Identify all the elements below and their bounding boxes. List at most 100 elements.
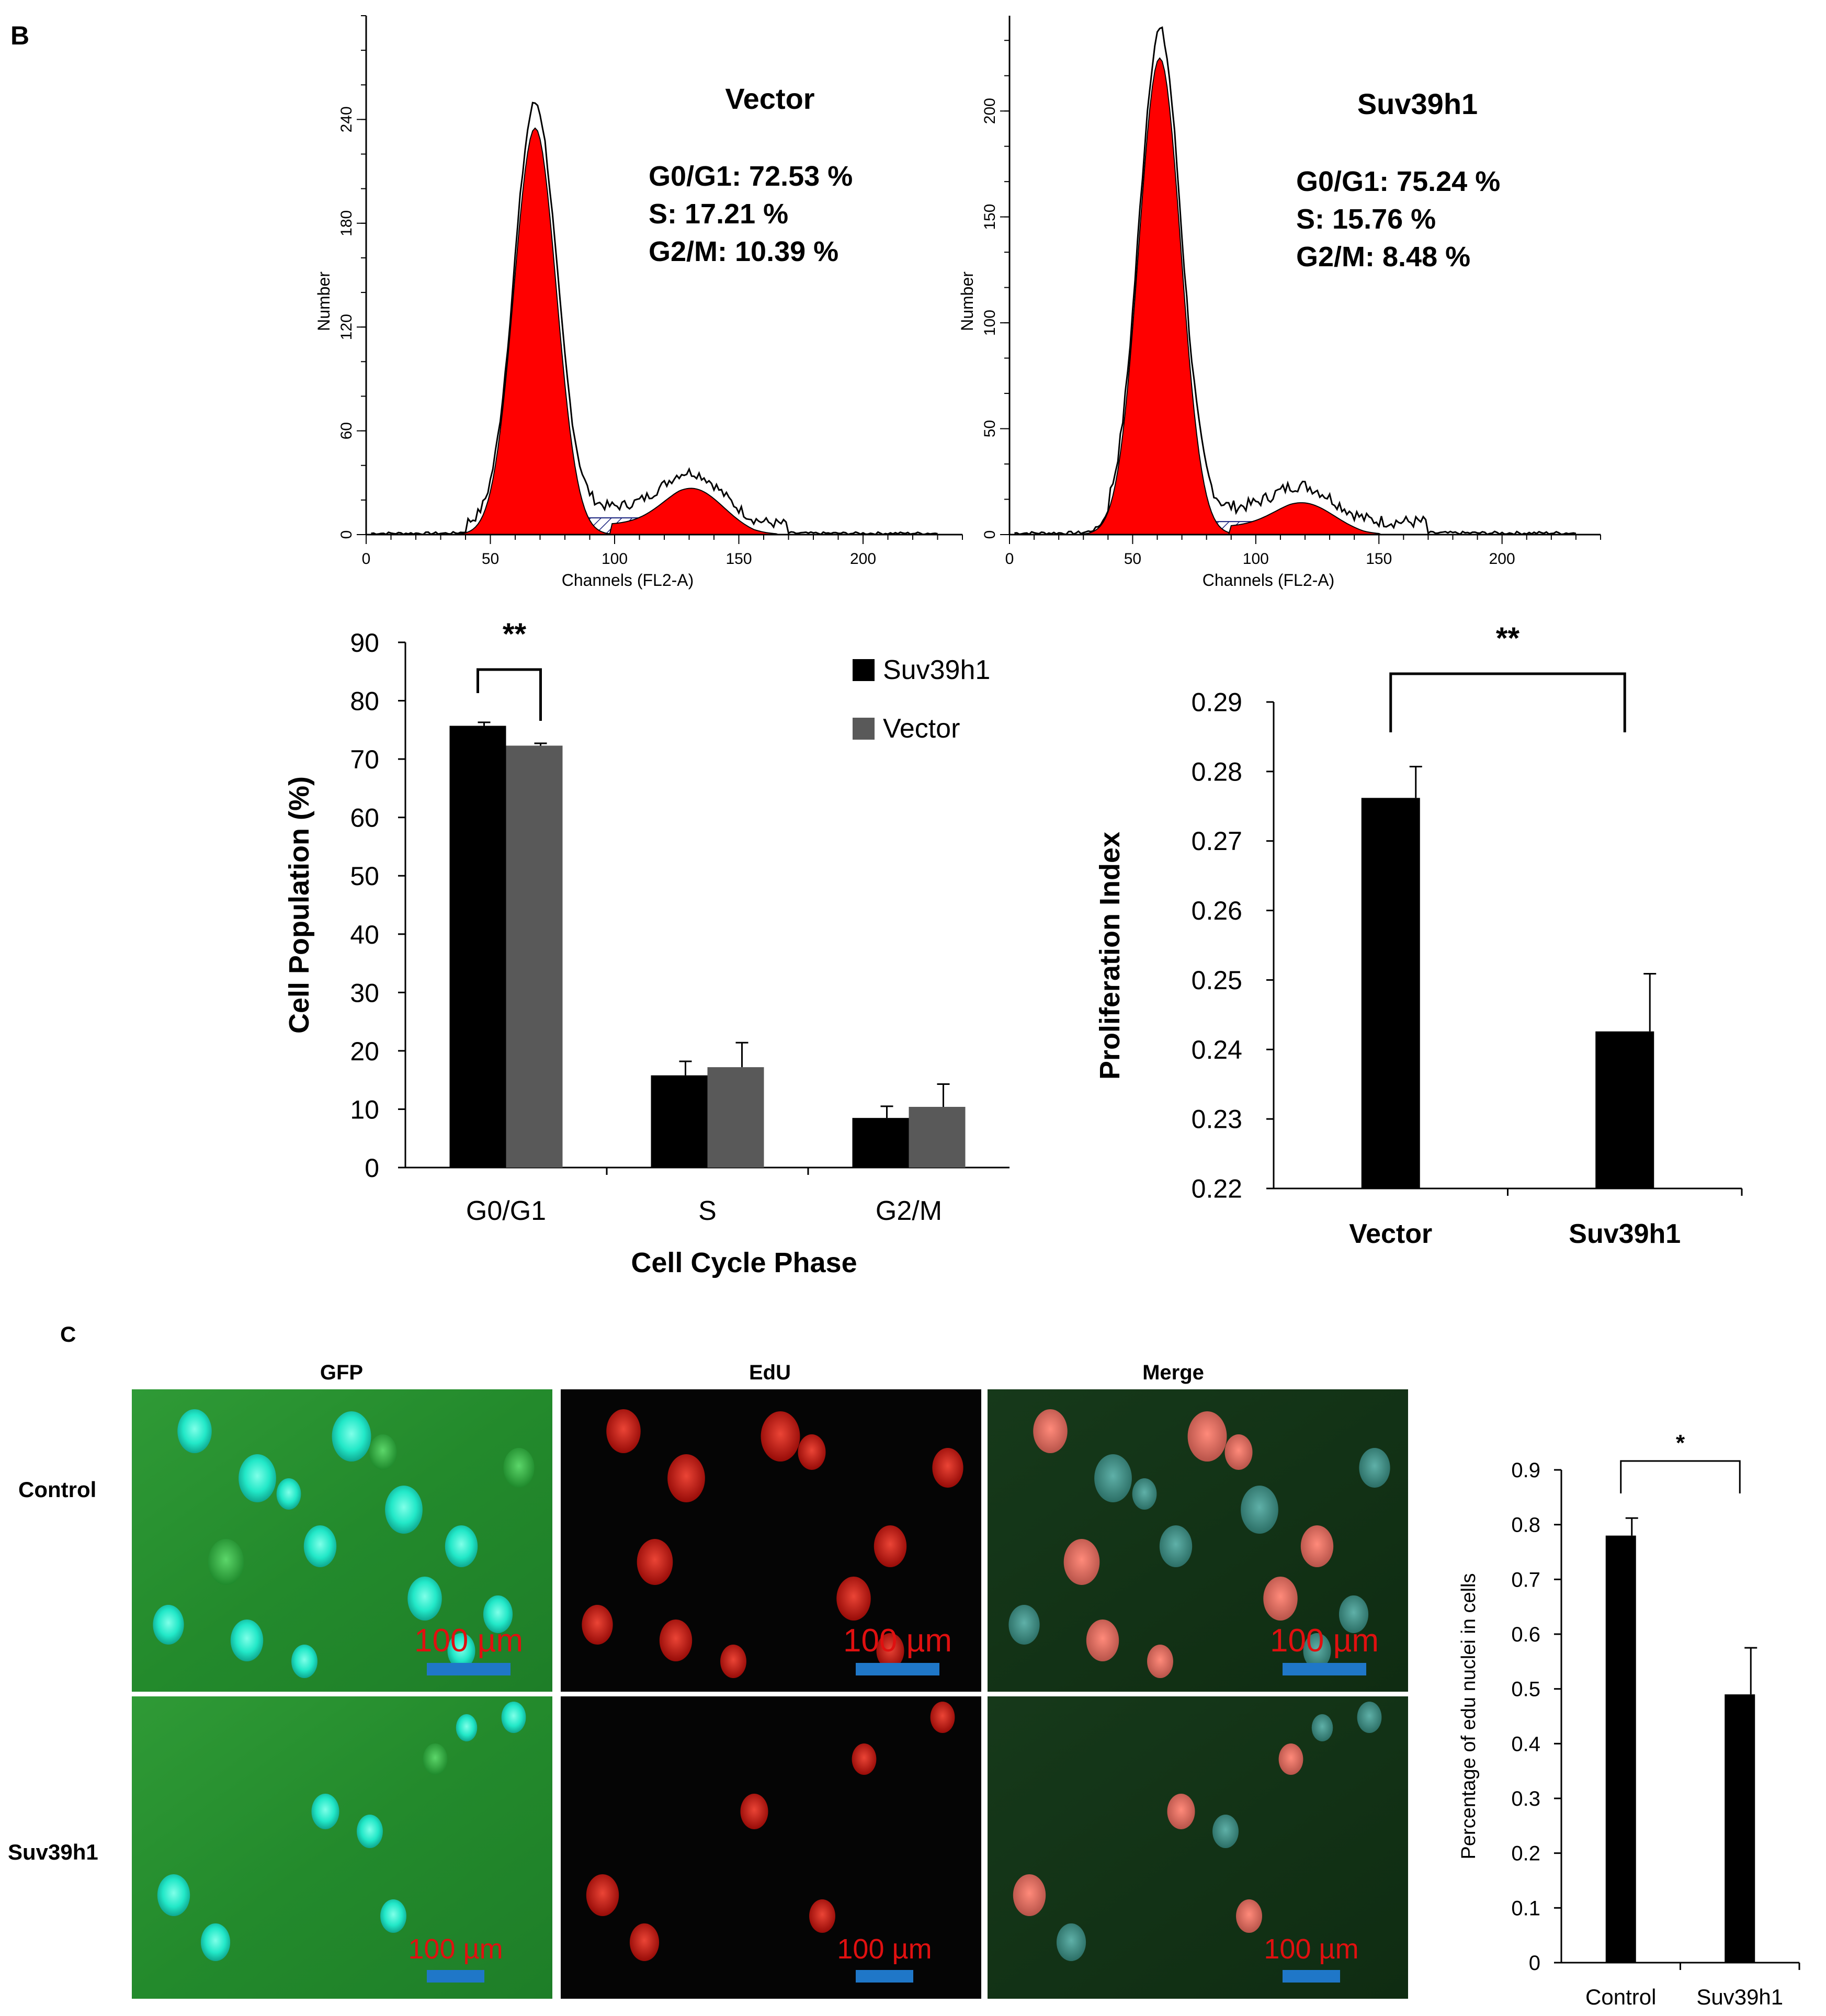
nucleus [1311, 1714, 1333, 1741]
nucleus [1224, 1434, 1253, 1470]
nucleus [483, 1595, 513, 1633]
y-tick-label: 0.5 [1511, 1678, 1540, 1701]
scale-bar [427, 1663, 511, 1675]
x-tick-label: 100 [1243, 550, 1269, 568]
histogram-title: Suv39h1 [1357, 87, 1478, 120]
nucleus [311, 1794, 339, 1829]
scale-bar-label: 100 µm [1264, 1933, 1358, 1965]
phase-stat-1: S: 17.21 % [649, 198, 788, 230]
y-tick-label: 10 [350, 1095, 379, 1124]
nucleus [1303, 1633, 1331, 1669]
nucleus [637, 1539, 673, 1585]
y-axis-label: Percentage of edu nuclei in cells [1458, 1573, 1480, 1859]
y-tick-label: 0.28 [1192, 757, 1242, 786]
nucleus [332, 1411, 371, 1462]
nucleus [445, 1525, 478, 1567]
nucleus [1056, 1923, 1086, 1961]
edu-bar-chart: 0 0.1 0.2 0.3 0.4 0.5 0.6 0.7 0.8 0.9 Control Suv39… [1458, 1430, 1800, 2009]
y-tick-label: 180 [338, 210, 355, 236]
y-tick-label: 0.29 [1192, 688, 1242, 717]
bar-suv39h1 [1595, 1031, 1654, 1188]
nucleus [932, 1448, 963, 1488]
nucleus [1359, 1448, 1390, 1488]
y-tick-label: 90 [350, 628, 379, 658]
category-label: Suv39h1 [1696, 1985, 1783, 2009]
nucleus [1132, 1478, 1157, 1510]
nucleus [874, 1525, 907, 1567]
legend-swatch-1 [853, 718, 875, 740]
nucleus [177, 1409, 212, 1453]
y-tick-label: 0.23 [1192, 1105, 1242, 1134]
y-tick-label: 150 [981, 204, 999, 230]
y-tick-label: 0.8 [1511, 1514, 1540, 1537]
scale-bar-label: 100 µm [414, 1623, 523, 1659]
cell-cycle-bar-chart: 0 10 20 30 40 50 60 70 80 90 G0/G1 S G2/M Cell Cycle … [283, 617, 1010, 1278]
nucleus [836, 1577, 871, 1621]
nucleus [1167, 1794, 1195, 1829]
y-tick-label: 0 [365, 1153, 379, 1183]
nucleus [761, 1411, 800, 1462]
y-tick-label: 0.26 [1192, 896, 1242, 925]
phase-stat-2: G2/M: 8.48 % [1296, 241, 1470, 273]
y-axis-label: Proliferation Index [1094, 832, 1126, 1080]
nucleus [208, 1539, 244, 1585]
nucleus [1147, 1645, 1173, 1678]
x-tick-label: 200 [1489, 550, 1515, 568]
x-tick-label: 50 [482, 550, 499, 568]
y-tick-label: 0.6 [1511, 1623, 1540, 1646]
y-tick-label: 20 [350, 1037, 379, 1066]
y-tick-label: 240 [338, 106, 355, 132]
scale-bar [1283, 1970, 1340, 1983]
nucleus [357, 1815, 383, 1848]
nucleus [456, 1714, 478, 1741]
bar-suv39h1 [1725, 1694, 1755, 1963]
nucleus [1008, 1605, 1040, 1645]
nucleus [586, 1874, 619, 1916]
nucleus [1187, 1411, 1227, 1462]
y-axis-label: Cell Population (%) [283, 776, 315, 1034]
y-tick-label: 0.22 [1192, 1174, 1242, 1204]
panel-b-letter: B [10, 21, 29, 50]
nucleus [153, 1605, 184, 1645]
scale-bar [856, 1663, 939, 1675]
nucleus [276, 1478, 301, 1510]
y-axis-label: Number [314, 271, 333, 331]
nucleus [1236, 1899, 1262, 1933]
x-axis-label: Channels (FL2-A) [562, 571, 694, 590]
nucleus [1212, 1815, 1239, 1848]
scale-bar-label: 100 µm [843, 1623, 952, 1659]
nucleus [798, 1434, 826, 1470]
nucleus [1357, 1702, 1382, 1733]
nucleus [1339, 1595, 1369, 1633]
y-tick-label: 60 [338, 422, 355, 439]
x-tick-label: 200 [850, 550, 876, 568]
scale-bar [427, 1970, 484, 1983]
x-axis-label: Cell Cycle Phase [631, 1247, 857, 1278]
nucleus [423, 1743, 448, 1775]
nucleus [157, 1874, 190, 1916]
y-axis-label: Number [958, 271, 977, 331]
y-tick-label: 0 [981, 530, 999, 539]
y-tick-label: 0 [1529, 1952, 1540, 1975]
nucleus [1159, 1525, 1193, 1567]
nucleus [501, 1702, 526, 1733]
bar-vector-0 [506, 745, 563, 1168]
significance-mark: * [1676, 1430, 1685, 1456]
nucleus [659, 1619, 693, 1661]
proliferation-bar-chart: 0.22 0.23 0.24 0.25 0.26 0.27 0.28 0.29 Vector Su… [1094, 621, 1743, 1249]
y-tick-label: 50 [981, 420, 999, 437]
nucleus [1241, 1486, 1278, 1534]
scale-bar-label: 100 µm [408, 1933, 503, 1965]
nucleus [930, 1702, 955, 1733]
nucleus [667, 1454, 705, 1502]
nucleus [200, 1923, 231, 1961]
nucleus [876, 1633, 904, 1669]
nucleus [291, 1645, 317, 1678]
category-label: S [698, 1196, 717, 1226]
nucleus [1278, 1743, 1303, 1775]
nucleus [303, 1525, 337, 1567]
legend-label-1: Vector [883, 713, 960, 744]
y-tick-label: 0 [338, 530, 355, 539]
nucleus [230, 1619, 264, 1661]
